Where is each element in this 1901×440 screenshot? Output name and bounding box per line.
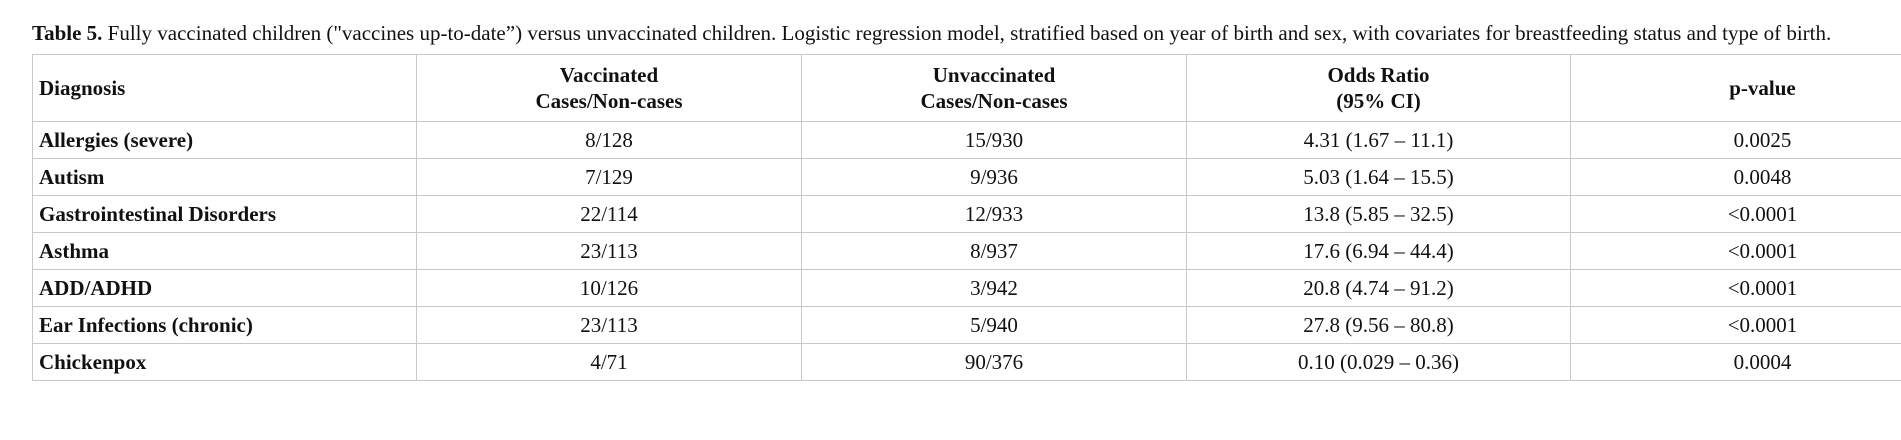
table-row: Autism 7/129 9/936 5.03 (1.64 – 15.5) 0.… bbox=[32, 158, 1901, 196]
table-caption: Table 5. Fully vaccinated children ("vac… bbox=[32, 18, 1870, 48]
table-caption-label: Table 5. bbox=[32, 21, 103, 45]
cell-diagnosis: Autism bbox=[32, 158, 417, 196]
cell-unvaccinated: 8/937 bbox=[801, 232, 1187, 270]
cell-diagnosis: Allergies (severe) bbox=[32, 121, 417, 159]
header-unvaccinated-line-2: Cases/Non-cases bbox=[920, 89, 1068, 113]
table-caption-text: Fully vaccinated children ("vaccines up-… bbox=[107, 21, 1832, 45]
header-diagnosis: Diagnosis bbox=[32, 54, 417, 122]
header-odds-ratio: Odds Ratio (95% CI) bbox=[1186, 54, 1571, 122]
cell-odds-ratio: 5.03 (1.64 – 15.5) bbox=[1186, 158, 1571, 196]
cell-odds-ratio: 0.10 (0.029 – 0.36) bbox=[1186, 343, 1571, 381]
cell-odds-ratio: 17.6 (6.94 – 44.4) bbox=[1186, 232, 1571, 270]
cell-unvaccinated: 12/933 bbox=[801, 195, 1187, 233]
table-row: Ear Infections (chronic) 23/113 5/940 27… bbox=[32, 306, 1901, 344]
cell-unvaccinated: 90/376 bbox=[801, 343, 1187, 381]
header-odds-ratio-line-1: Odds Ratio bbox=[1327, 63, 1430, 87]
cell-unvaccinated: 3/942 bbox=[801, 269, 1187, 307]
cell-unvaccinated: 5/940 bbox=[801, 306, 1187, 344]
table-figure: Table 5. Fully vaccinated children ("vac… bbox=[32, 18, 1901, 381]
table-row: Chickenpox 4/71 90/376 0.10 (0.029 – 0.3… bbox=[32, 343, 1901, 381]
header-vaccinated: Vaccinated Cases/Non-cases bbox=[416, 54, 802, 122]
cell-odds-ratio: 20.8 (4.74 – 91.2) bbox=[1186, 269, 1571, 307]
header-vaccinated-line-2: Cases/Non-cases bbox=[535, 89, 683, 113]
cell-p-value: 0.0048 bbox=[1570, 158, 1901, 196]
cell-vaccinated: 8/128 bbox=[416, 121, 802, 159]
cell-vaccinated: 7/129 bbox=[416, 158, 802, 196]
header-vaccinated-line-1: Vaccinated bbox=[559, 63, 659, 87]
cell-vaccinated: 22/114 bbox=[416, 195, 802, 233]
cell-diagnosis: Asthma bbox=[32, 232, 417, 270]
header-odds-ratio-line-2: (95% CI) bbox=[1336, 89, 1421, 113]
cell-p-value: <0.0001 bbox=[1570, 269, 1901, 307]
cell-diagnosis: Chickenpox bbox=[32, 343, 417, 381]
header-unvaccinated: Unvaccinated Cases/Non-cases bbox=[801, 54, 1187, 122]
cell-vaccinated: 10/126 bbox=[416, 269, 802, 307]
cell-diagnosis: Ear Infections (chronic) bbox=[32, 306, 417, 344]
cell-odds-ratio: 13.8 (5.85 – 32.5) bbox=[1186, 195, 1571, 233]
table-row: Asthma 23/113 8/937 17.6 (6.94 – 44.4) <… bbox=[32, 232, 1901, 270]
cell-vaccinated: 23/113 bbox=[416, 232, 802, 270]
header-p-value-line-1: p-value bbox=[1729, 76, 1796, 100]
header-p-value: p-value bbox=[1570, 54, 1901, 122]
table-row: Gastrointestinal Disorders 22/114 12/933… bbox=[32, 195, 1901, 233]
cell-vaccinated: 4/71 bbox=[416, 343, 802, 381]
cell-unvaccinated: 9/936 bbox=[801, 158, 1187, 196]
table-body: Allergies (severe) 8/128 15/930 4.31 (1.… bbox=[32, 121, 1901, 381]
header-unvaccinated-line-1: Unvaccinated bbox=[932, 63, 1056, 87]
table-header: Diagnosis Vaccinated Cases/Non-cases Unva… bbox=[32, 54, 1901, 122]
header-row: Diagnosis Vaccinated Cases/Non-cases Unva… bbox=[32, 54, 1901, 122]
cell-vaccinated: 23/113 bbox=[416, 306, 802, 344]
cell-diagnosis: Gastrointestinal Disorders bbox=[32, 195, 417, 233]
header-diagnosis-line-1: Diagnosis bbox=[39, 76, 126, 100]
cell-odds-ratio: 27.8 (9.56 – 80.8) bbox=[1186, 306, 1571, 344]
cell-odds-ratio: 4.31 (1.67 – 11.1) bbox=[1186, 121, 1571, 159]
cell-p-value: 0.0004 bbox=[1570, 343, 1901, 381]
cell-p-value: <0.0001 bbox=[1570, 195, 1901, 233]
table-row: Allergies (severe) 8/128 15/930 4.31 (1.… bbox=[32, 121, 1901, 159]
cell-unvaccinated: 15/930 bbox=[801, 121, 1187, 159]
results-table: Diagnosis Vaccinated Cases/Non-cases Unva… bbox=[32, 54, 1901, 381]
table-row: ADD/ADHD 10/126 3/942 20.8 (4.74 – 91.2)… bbox=[32, 269, 1901, 307]
cell-p-value: 0.0025 bbox=[1570, 121, 1901, 159]
cell-p-value: <0.0001 bbox=[1570, 232, 1901, 270]
cell-p-value: <0.0001 bbox=[1570, 306, 1901, 344]
cell-diagnosis: ADD/ADHD bbox=[32, 269, 417, 307]
